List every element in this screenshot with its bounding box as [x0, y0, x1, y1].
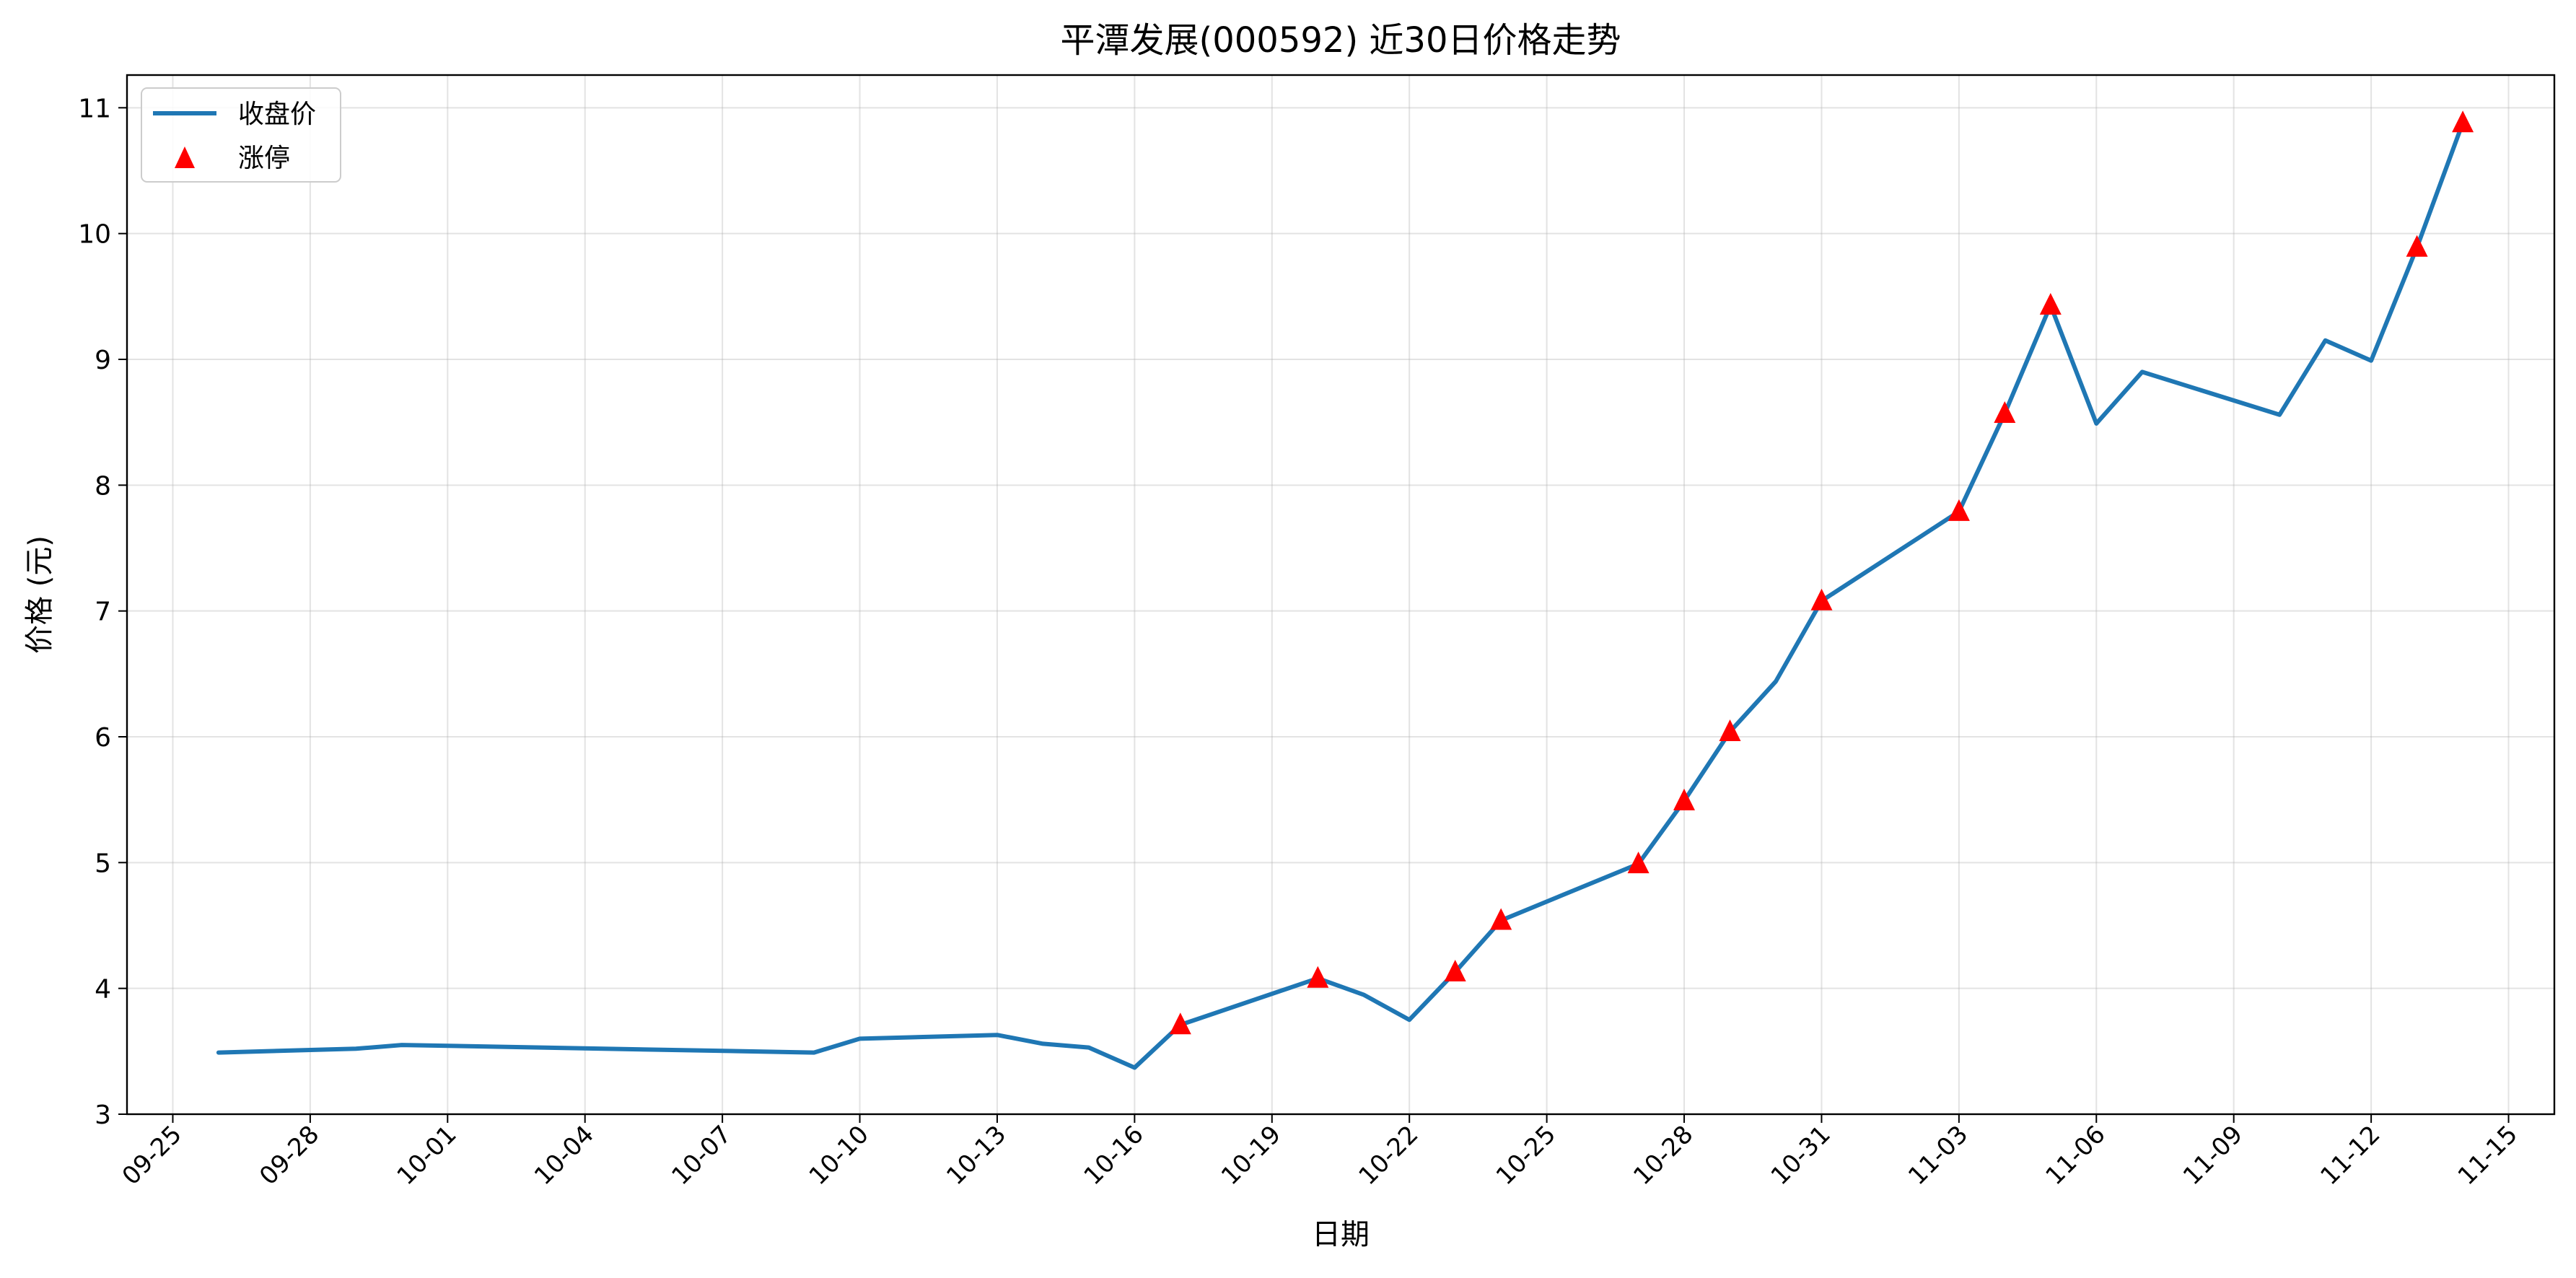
y-tick-label: 8 [95, 471, 111, 501]
limit-up-marker [1810, 588, 1833, 610]
close-price-point [858, 1036, 862, 1041]
legend-triangle-swatch [175, 146, 195, 168]
close-price-point [400, 1043, 404, 1047]
close-price-point [2277, 413, 2282, 417]
limit-up-marker [1169, 1012, 1191, 1035]
close-price-point [995, 1033, 999, 1037]
close-price-point [2094, 421, 2098, 426]
limit-up-marker [1719, 719, 1741, 741]
legend-label-limit-up: 涨停 [238, 144, 290, 173]
limit-up-marker [1994, 401, 2016, 423]
close-price-point [1407, 1017, 1411, 1022]
close-price-point [354, 1046, 358, 1051]
series-layer [216, 110, 2474, 1070]
y-tick-label: 6 [95, 723, 111, 753]
close-price-point [1132, 1065, 1136, 1069]
close-price-point [812, 1051, 816, 1055]
y-tick-label: 4 [95, 975, 111, 1005]
y-tick-label: 5 [95, 849, 111, 878]
close-price-line [216, 121, 2466, 1070]
close-price-point [2140, 369, 2145, 374]
y-tick-label: 11 [78, 94, 111, 123]
legend: 收盘价 涨停 [141, 87, 341, 183]
y-axis-label: 价格 (元) [23, 535, 56, 654]
limit-up-marker [1948, 499, 1970, 521]
close-price-point [216, 1051, 221, 1055]
limit-up-marker [2406, 235, 2428, 257]
y-tick-label: 3 [95, 1100, 111, 1130]
limit-up-marker [2039, 293, 2062, 315]
limit-up-marker [1490, 908, 1512, 930]
close-price-point [1041, 1041, 1045, 1046]
plot-frame [126, 74, 2556, 1116]
close-price-point [1774, 679, 1778, 683]
chart-title: 平潭发展(000592) 近30日价格走势 [1060, 20, 1621, 61]
limit-up-marker [1444, 960, 1466, 981]
limit-up-marker [1307, 966, 1329, 988]
legend-label-close: 收盘价 [238, 100, 316, 129]
limit-up-marker [2452, 110, 2474, 133]
x-axis-label: 日期 [1312, 1218, 1370, 1251]
close-price-point [1362, 992, 1366, 997]
limit-up-marker [1627, 852, 1650, 874]
close-price-point [1087, 1046, 1091, 1050]
close-price-point [2323, 338, 2328, 343]
y-tick-label: 10 [78, 220, 111, 250]
y-tick-label: 9 [95, 346, 111, 375]
y-tick-label: 7 [95, 598, 111, 627]
close-price-point [2369, 359, 2373, 363]
limit-up-marker [1673, 788, 1695, 810]
